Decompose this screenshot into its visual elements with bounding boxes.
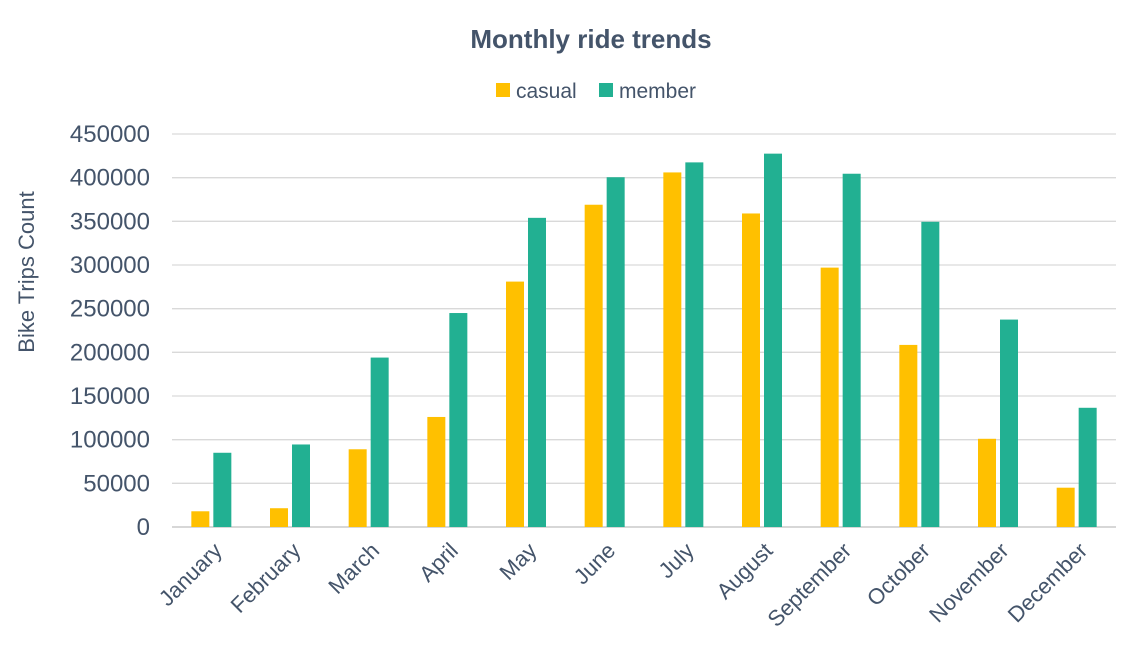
bar-member-december (1078, 407, 1097, 527)
bar-member-may (528, 217, 546, 527)
bar-member-august (764, 153, 782, 527)
chart-title: Monthly ride trends (470, 24, 711, 54)
y-tick-label: 300000 (70, 252, 150, 279)
bar-casual-february (270, 508, 288, 527)
x-tick-label: March (323, 538, 384, 599)
legend-label-casual: casual (516, 80, 577, 103)
y-tick-label: 450000 (70, 121, 150, 148)
bar-member-january (213, 452, 232, 527)
x-tick-label: April (414, 538, 463, 587)
x-tick-label: January (154, 538, 227, 611)
legend-swatch-member (599, 83, 613, 97)
legend: casual member (496, 80, 696, 103)
y-tick-label: 200000 (70, 339, 150, 366)
bar-casual-october (899, 344, 918, 527)
x-tick-label: June (569, 538, 620, 589)
y-tick-label: 350000 (70, 208, 150, 235)
y-tick-label: 250000 (70, 296, 150, 323)
y-tick-label: 50000 (83, 470, 150, 497)
bar-casual-september (820, 267, 839, 527)
x-tick-label: September (762, 538, 856, 632)
bar-casual-july (663, 172, 682, 527)
legend-label-member: member (619, 80, 696, 103)
y-tick-label: 0 (137, 514, 150, 541)
y-axis-label: Bike Trips Count (14, 191, 39, 352)
bar-member-february (292, 444, 310, 527)
bar-member-july (685, 162, 704, 527)
bar-casual-may (506, 281, 524, 527)
bar-casual-march (348, 449, 367, 527)
y-tick-label: 150000 (70, 383, 150, 410)
legend-swatch-casual (496, 83, 510, 97)
bar-casual-december (1056, 487, 1075, 527)
x-tick-label: October (862, 538, 935, 611)
bar-casual-june (584, 204, 603, 528)
bar-casual-august (742, 213, 760, 527)
bar-member-june (606, 177, 625, 528)
gridlines (172, 133, 1116, 528)
x-tick-label: February (226, 538, 306, 618)
bar-casual-january (191, 511, 210, 527)
bars (191, 153, 1097, 528)
x-tick-label: May (494, 538, 541, 585)
bar-member-october (921, 221, 940, 527)
x-tick-label: July (654, 538, 699, 583)
y-tick-label: 400000 (70, 165, 150, 192)
y-tick-label: 100000 (70, 427, 150, 454)
bar-member-november (1000, 319, 1018, 527)
bar-casual-november (978, 438, 996, 527)
y-axis-ticks: 0 50000 100000 150000 200000 250000 300000 3500… (70, 121, 150, 541)
bar-casual-april (427, 416, 446, 527)
bar-member-september (842, 173, 861, 527)
bar-member-april (449, 313, 468, 527)
x-tick-label: November (924, 538, 1013, 627)
x-tick-label: August (711, 538, 777, 604)
bar-member-march (370, 357, 389, 527)
x-tick-label: December (1003, 538, 1092, 627)
